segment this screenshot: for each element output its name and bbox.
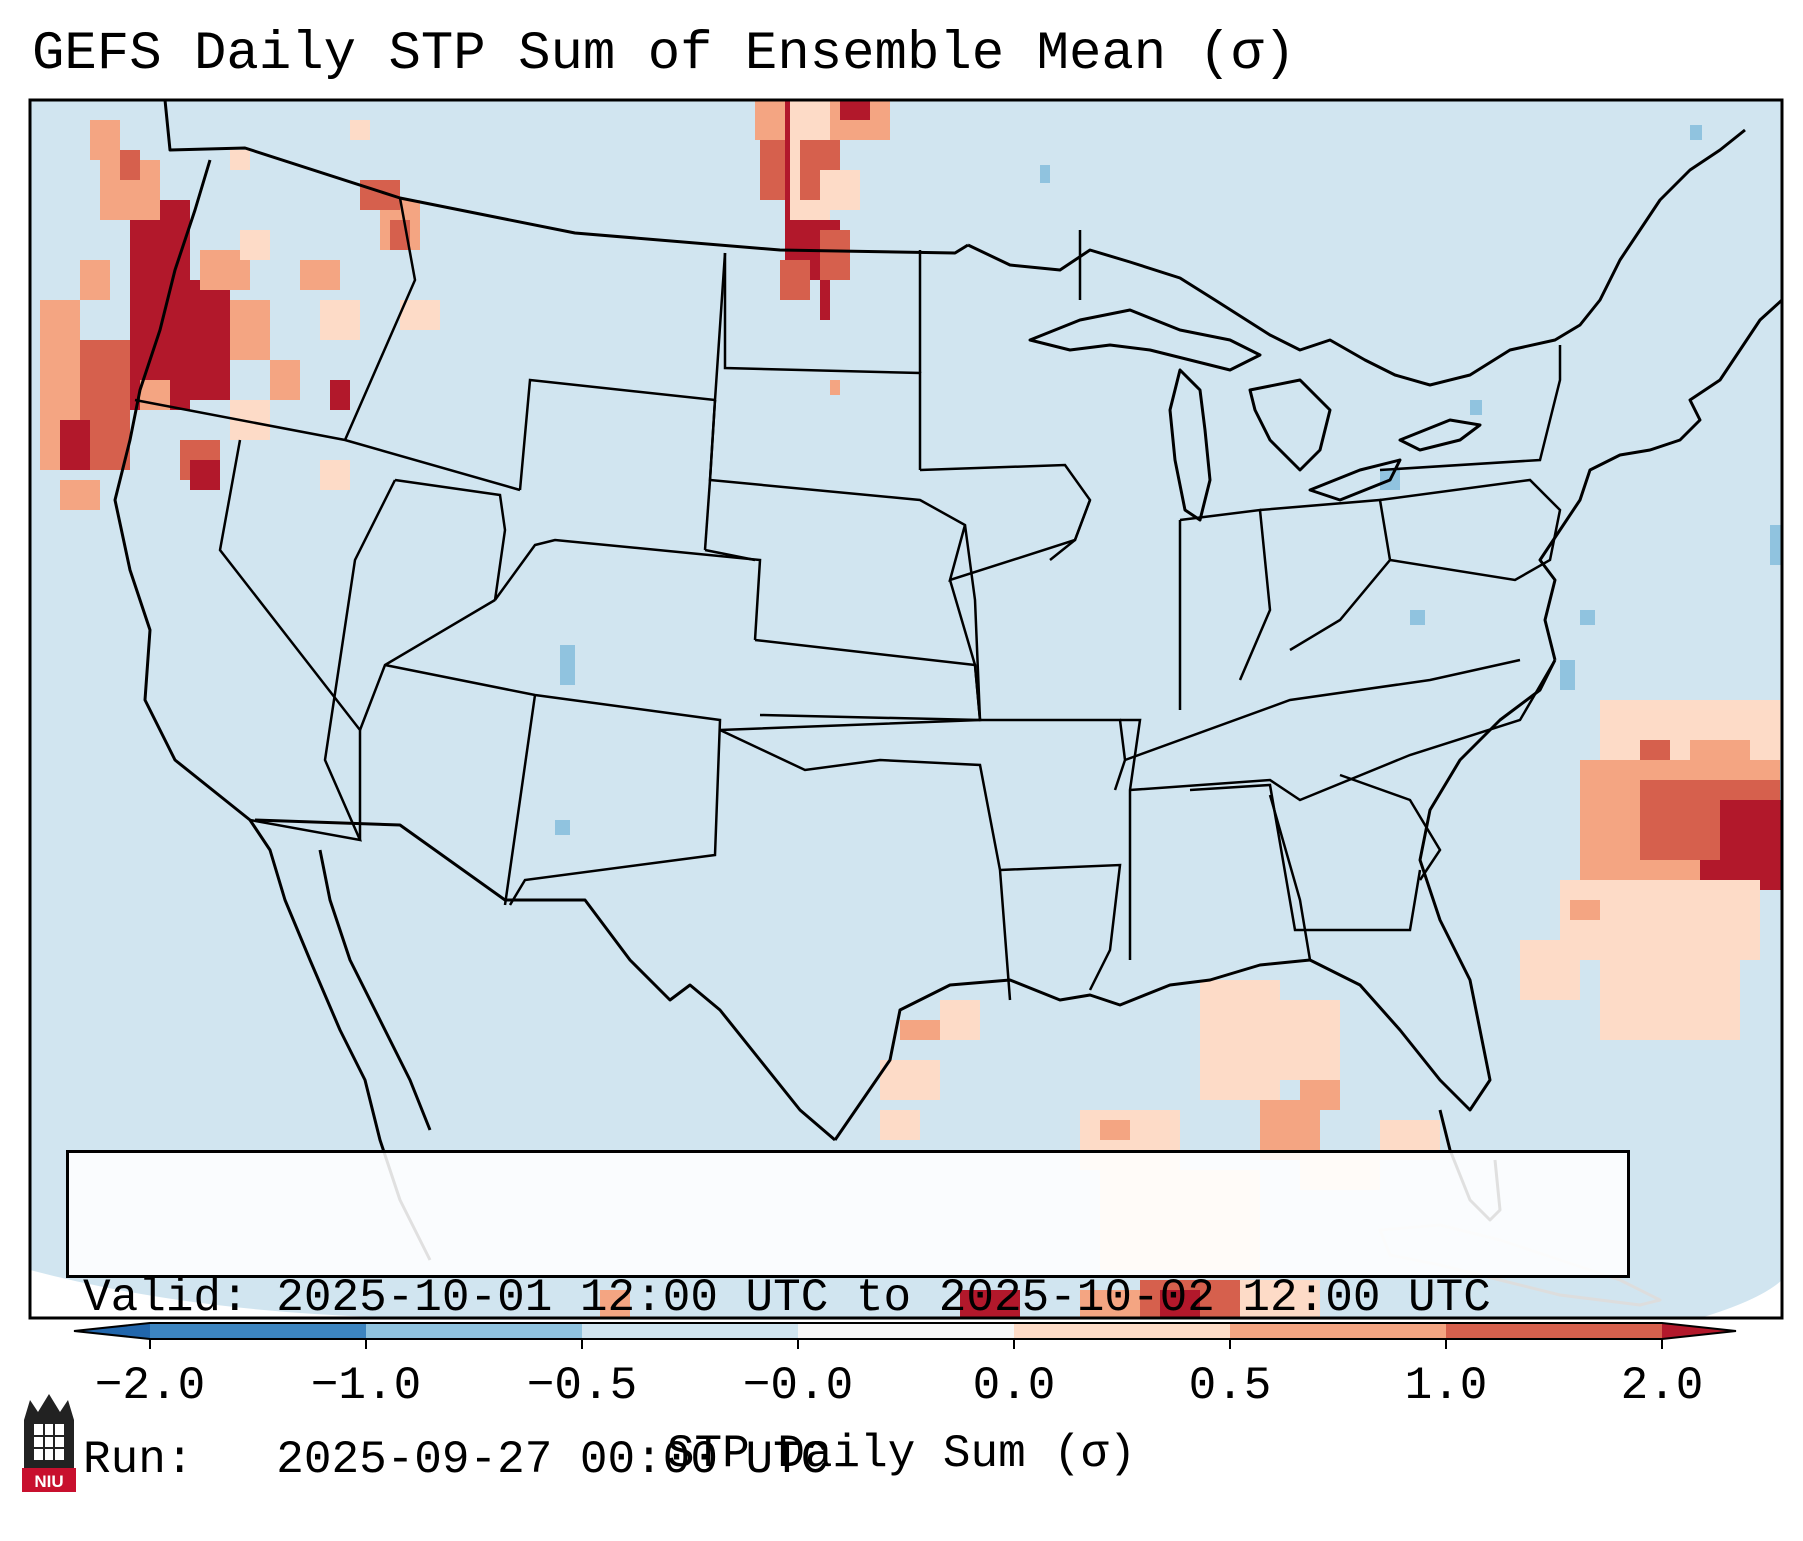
niu-logo-icon: NIU [22,1394,76,1492]
field-cell [555,820,570,835]
field-cell [80,260,110,300]
field-cell [90,120,120,160]
field-cell [1520,940,1580,1000]
field-cell [820,230,850,280]
field-cell [1570,900,1600,920]
colorbar-bin-0 [150,1323,366,1339]
field-cell [1260,1000,1340,1080]
colorbar-bin-6 [1446,1323,1662,1339]
colorbar-tick-3: −0.0 [742,1360,854,1412]
field-cell [320,460,350,490]
field-cell [1560,660,1575,690]
field-cell [270,360,300,400]
field-cell [830,380,840,395]
field-cell [300,260,340,290]
colorbar-tick-6: 1.0 [1404,1360,1488,1412]
field-cell [755,100,785,140]
colorbar-extend-high [1662,1323,1736,1339]
colorbar-bin-3 [798,1323,1014,1339]
state-boundaries [134,197,1562,1001]
field-cell [940,1000,980,1040]
field-cell [1690,125,1702,140]
field-cell [230,300,270,360]
field-cell [1160,1290,1200,1318]
colorbar-bin-4 [1014,1323,1230,1339]
colorbar-label: STP Daily Sum (σ) [666,1428,1137,1480]
field-cell [1300,1080,1340,1110]
field-cell [880,1060,940,1100]
field-cell [1600,960,1740,1040]
field-cell [230,150,250,170]
field-cell [190,460,220,490]
chart-title: GEFS Daily STP Sum of Ensemble Mean (σ) [32,24,1296,85]
field-cell [1660,800,1720,860]
field-cell [60,420,90,470]
coastlines-and-borders [113,100,1782,1307]
field-cell [820,280,830,320]
colorbar-bin-2 [582,1323,798,1339]
field-cell [880,1110,920,1140]
field-cell [1410,610,1425,625]
colorbar-tick-1: −1.0 [310,1360,422,1412]
colorbar-tick-7: 2.0 [1620,1360,1704,1412]
field-cell [1100,1120,1130,1140]
niu-logo-text: NIU [34,1472,63,1491]
field-cell [1040,165,1050,183]
valid-line: Valid: 2025-10-01 12:00 UTC to 2025-10-0… [83,1271,1627,1325]
field-cell [1080,1290,1140,1318]
field-cell [820,170,860,210]
field-cell [60,480,100,510]
field-cell [900,1020,940,1040]
valid-label: Valid: [83,1272,249,1324]
run-value: 2025-09-27 00:00 UTC [276,1434,829,1486]
valid-value: 2025-10-01 12:00 UTC to 2025-10-02 12:00… [276,1272,1491,1324]
colorbar-tick-5: 0.5 [1188,1360,1272,1412]
field-cell [600,1290,630,1318]
stp-anomaly-fields [40,100,1782,1318]
field-cell [320,300,360,340]
field-cell [1580,610,1595,625]
map-figure [28,98,1784,1349]
colorbar-tick-0: −2.0 [94,1360,206,1412]
field-cell [400,300,440,330]
field-cell [120,150,140,180]
field-cell [840,100,870,120]
colorbar-bin-5 [1230,1323,1446,1339]
run-label: Run: [83,1434,194,1486]
colorbar-extend-low [74,1323,150,1339]
field-cell [1240,1280,1320,1318]
run-line: Run: 2025-09-27 00:00 UTC [83,1433,1627,1487]
colorbar [73,1322,1737,1349]
colorbar-bin-1 [366,1323,582,1339]
field-cell [560,645,575,685]
colorbar-tick-4: 0.0 [972,1360,1056,1412]
field-cell [1690,740,1750,780]
field-cell [330,380,350,410]
field-cell [1640,740,1670,760]
field-cell [1470,400,1482,415]
field-cell [780,260,810,300]
field-cell [240,230,270,260]
field-cell [960,1290,1020,1318]
validity-box: Valid: 2025-10-01 12:00 UTC to 2025-10-0… [66,1150,1630,1486]
colorbar-tick-2: −0.5 [526,1360,638,1412]
field-cell [1770,525,1782,565]
field-cell [350,120,370,140]
